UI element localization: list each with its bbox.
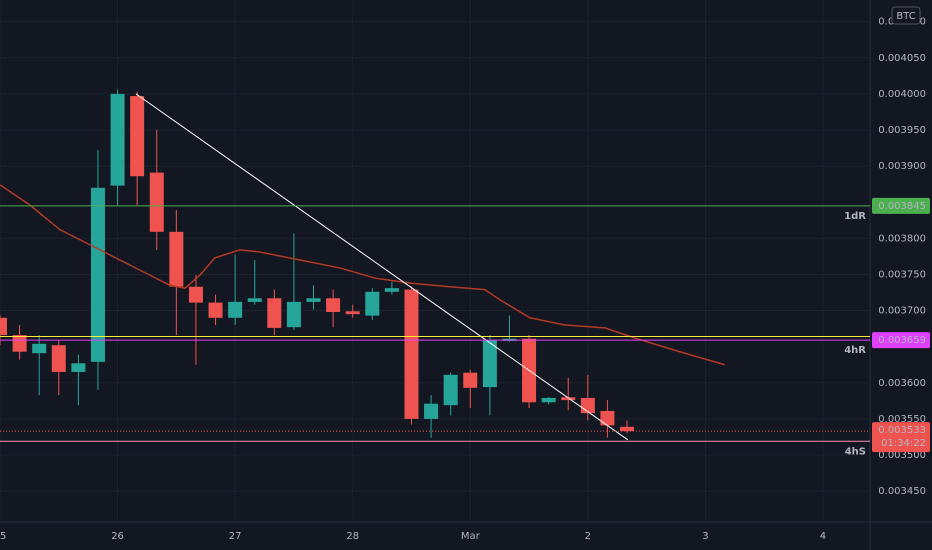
y-tick-label: 0.003800	[878, 233, 926, 244]
level-name: 4hR	[844, 345, 866, 356]
candle-body	[130, 96, 145, 177]
candle-body	[0, 317, 7, 336]
candle-body	[404, 289, 419, 419]
candle-body	[188, 286, 203, 303]
candle-body	[90, 187, 105, 362]
candle-body	[384, 288, 399, 292]
x-tick-label: Mar	[461, 531, 481, 542]
x-tick-label: 4	[820, 531, 826, 542]
countdown: 01:34:22	[881, 438, 926, 449]
candle-body	[541, 397, 556, 403]
candle-body	[32, 343, 47, 354]
candle-body	[306, 298, 321, 302]
level-name: 1dR	[844, 211, 866, 222]
candle-body	[561, 397, 576, 401]
candle-body	[424, 403, 439, 419]
symbol-box	[891, 6, 921, 25]
y-tick-label: 0.003600	[878, 378, 926, 389]
price-tag	[872, 422, 930, 453]
y-tick-label: 0.004050	[878, 53, 926, 64]
candle-body	[208, 302, 223, 318]
price-tag	[872, 197, 930, 214]
candle-body	[580, 397, 595, 414]
symbol: BTC	[896, 11, 915, 22]
y-tick-label: 0.003950	[878, 125, 926, 136]
x-tick-label: 27	[229, 531, 242, 542]
y-tick-label: 0.003550	[878, 414, 926, 425]
candle-body	[110, 93, 125, 186]
candle-body	[286, 301, 301, 328]
price-tag-label: 0.003845	[878, 201, 926, 212]
candle-body	[169, 231, 184, 287]
y-tick-label: 0.004000	[878, 89, 926, 100]
candle-body	[463, 372, 478, 388]
y-tick-label: 0.003900	[878, 161, 926, 172]
candle-body	[345, 311, 360, 315]
candle-body	[228, 301, 243, 318]
candle-body	[12, 335, 27, 352]
candle-body	[600, 410, 615, 426]
price-tag-label: 0.003533	[878, 425, 926, 436]
candle-body	[247, 298, 262, 302]
candle-body	[149, 172, 164, 232]
candle-body	[443, 374, 458, 406]
price-tag	[872, 332, 930, 349]
price-tag-label: 0.003659	[878, 335, 926, 346]
trend-line	[135, 93, 629, 441]
candle-body	[620, 426, 635, 432]
candle-body	[482, 340, 497, 388]
candle-body	[71, 363, 86, 372]
y-tick-label: 0.003700	[878, 306, 926, 317]
candle-body	[51, 345, 66, 372]
x-tick-label: 25	[0, 531, 6, 542]
moving-average	[0, 184, 726, 366]
candle-body	[365, 291, 380, 316]
y-tick-label: 0.003750	[878, 269, 926, 280]
x-tick-label: 28	[346, 531, 359, 542]
x-tick-label: 26	[111, 531, 124, 542]
x-tick-label: 3	[702, 531, 708, 542]
candle-body	[326, 298, 341, 312]
y-tick-label: 0.003500	[878, 450, 926, 461]
level-name: 4hS	[845, 446, 866, 457]
y-tick-label: 0.003450	[878, 486, 926, 497]
x-tick-label: 2	[585, 531, 591, 542]
candle-body	[267, 298, 282, 328]
